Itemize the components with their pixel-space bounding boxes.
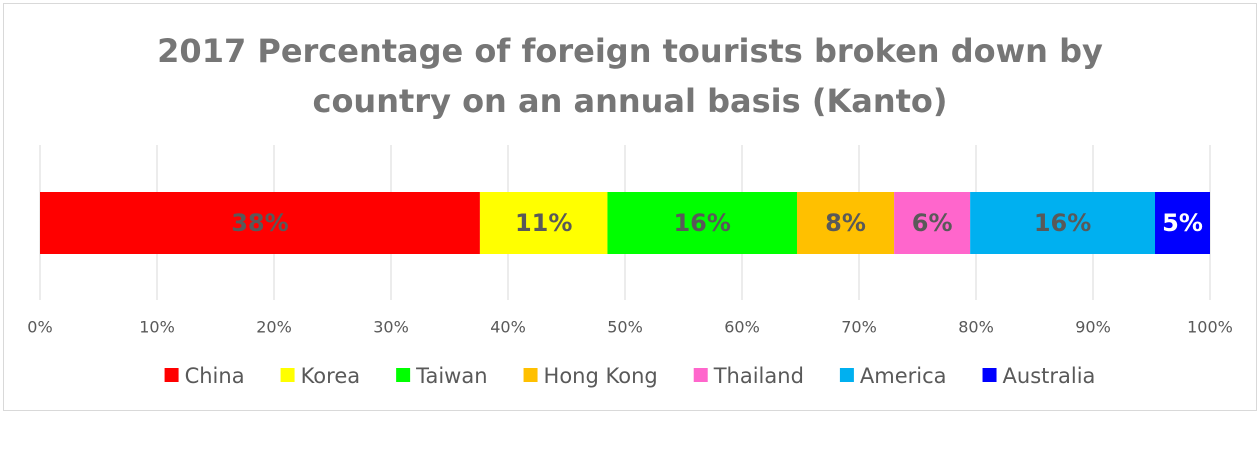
legend-swatch bbox=[839, 368, 854, 382]
legend-label: China bbox=[185, 364, 245, 388]
data-label: 16% bbox=[1034, 209, 1091, 237]
chart-frame bbox=[3, 3, 1257, 411]
data-label: 6% bbox=[912, 209, 953, 237]
x-tick-label: 60% bbox=[724, 318, 760, 337]
legend-swatch bbox=[280, 368, 295, 382]
legend-swatch bbox=[523, 368, 538, 382]
x-tick-label: 30% bbox=[373, 318, 409, 337]
x-tick-label: 80% bbox=[958, 318, 994, 337]
x-tick-label: 20% bbox=[256, 318, 292, 337]
legend-swatch bbox=[693, 368, 708, 382]
x-tick-label: 90% bbox=[1075, 318, 1111, 337]
bar-segment bbox=[479, 192, 608, 254]
chart-title: 2017 Percentage of foreign tourists brok… bbox=[157, 32, 1103, 120]
legend-label: Taiwan bbox=[415, 364, 487, 388]
data-label: 8% bbox=[825, 209, 866, 237]
legend-label: Korea bbox=[301, 364, 361, 388]
legend-label: America bbox=[860, 364, 947, 388]
legend-label: Hong Kong bbox=[544, 364, 658, 388]
x-tick-label: 0% bbox=[27, 318, 52, 337]
bar-segment bbox=[796, 192, 895, 254]
legend-label: Australia bbox=[1003, 364, 1096, 388]
data-label: 38% bbox=[231, 209, 288, 237]
legend-swatch bbox=[396, 368, 411, 382]
x-tick-label: 100% bbox=[1187, 318, 1233, 337]
bar-segment bbox=[1155, 192, 1210, 254]
data-label: 5% bbox=[1162, 209, 1203, 237]
x-tick-label: 40% bbox=[490, 318, 526, 337]
bar-segment bbox=[607, 192, 797, 254]
bar-segment bbox=[40, 192, 480, 254]
bar-segment bbox=[894, 192, 971, 254]
legend-swatch bbox=[164, 368, 179, 382]
legend-swatch bbox=[982, 368, 997, 382]
legend-label: Thailand bbox=[713, 364, 804, 388]
data-label: 11% bbox=[515, 209, 572, 237]
x-tick-label: 50% bbox=[607, 318, 643, 337]
x-tick-label: 70% bbox=[841, 318, 877, 337]
x-tick-label: 10% bbox=[139, 318, 175, 337]
data-label: 16% bbox=[673, 209, 730, 237]
bar-segment bbox=[970, 192, 1156, 254]
